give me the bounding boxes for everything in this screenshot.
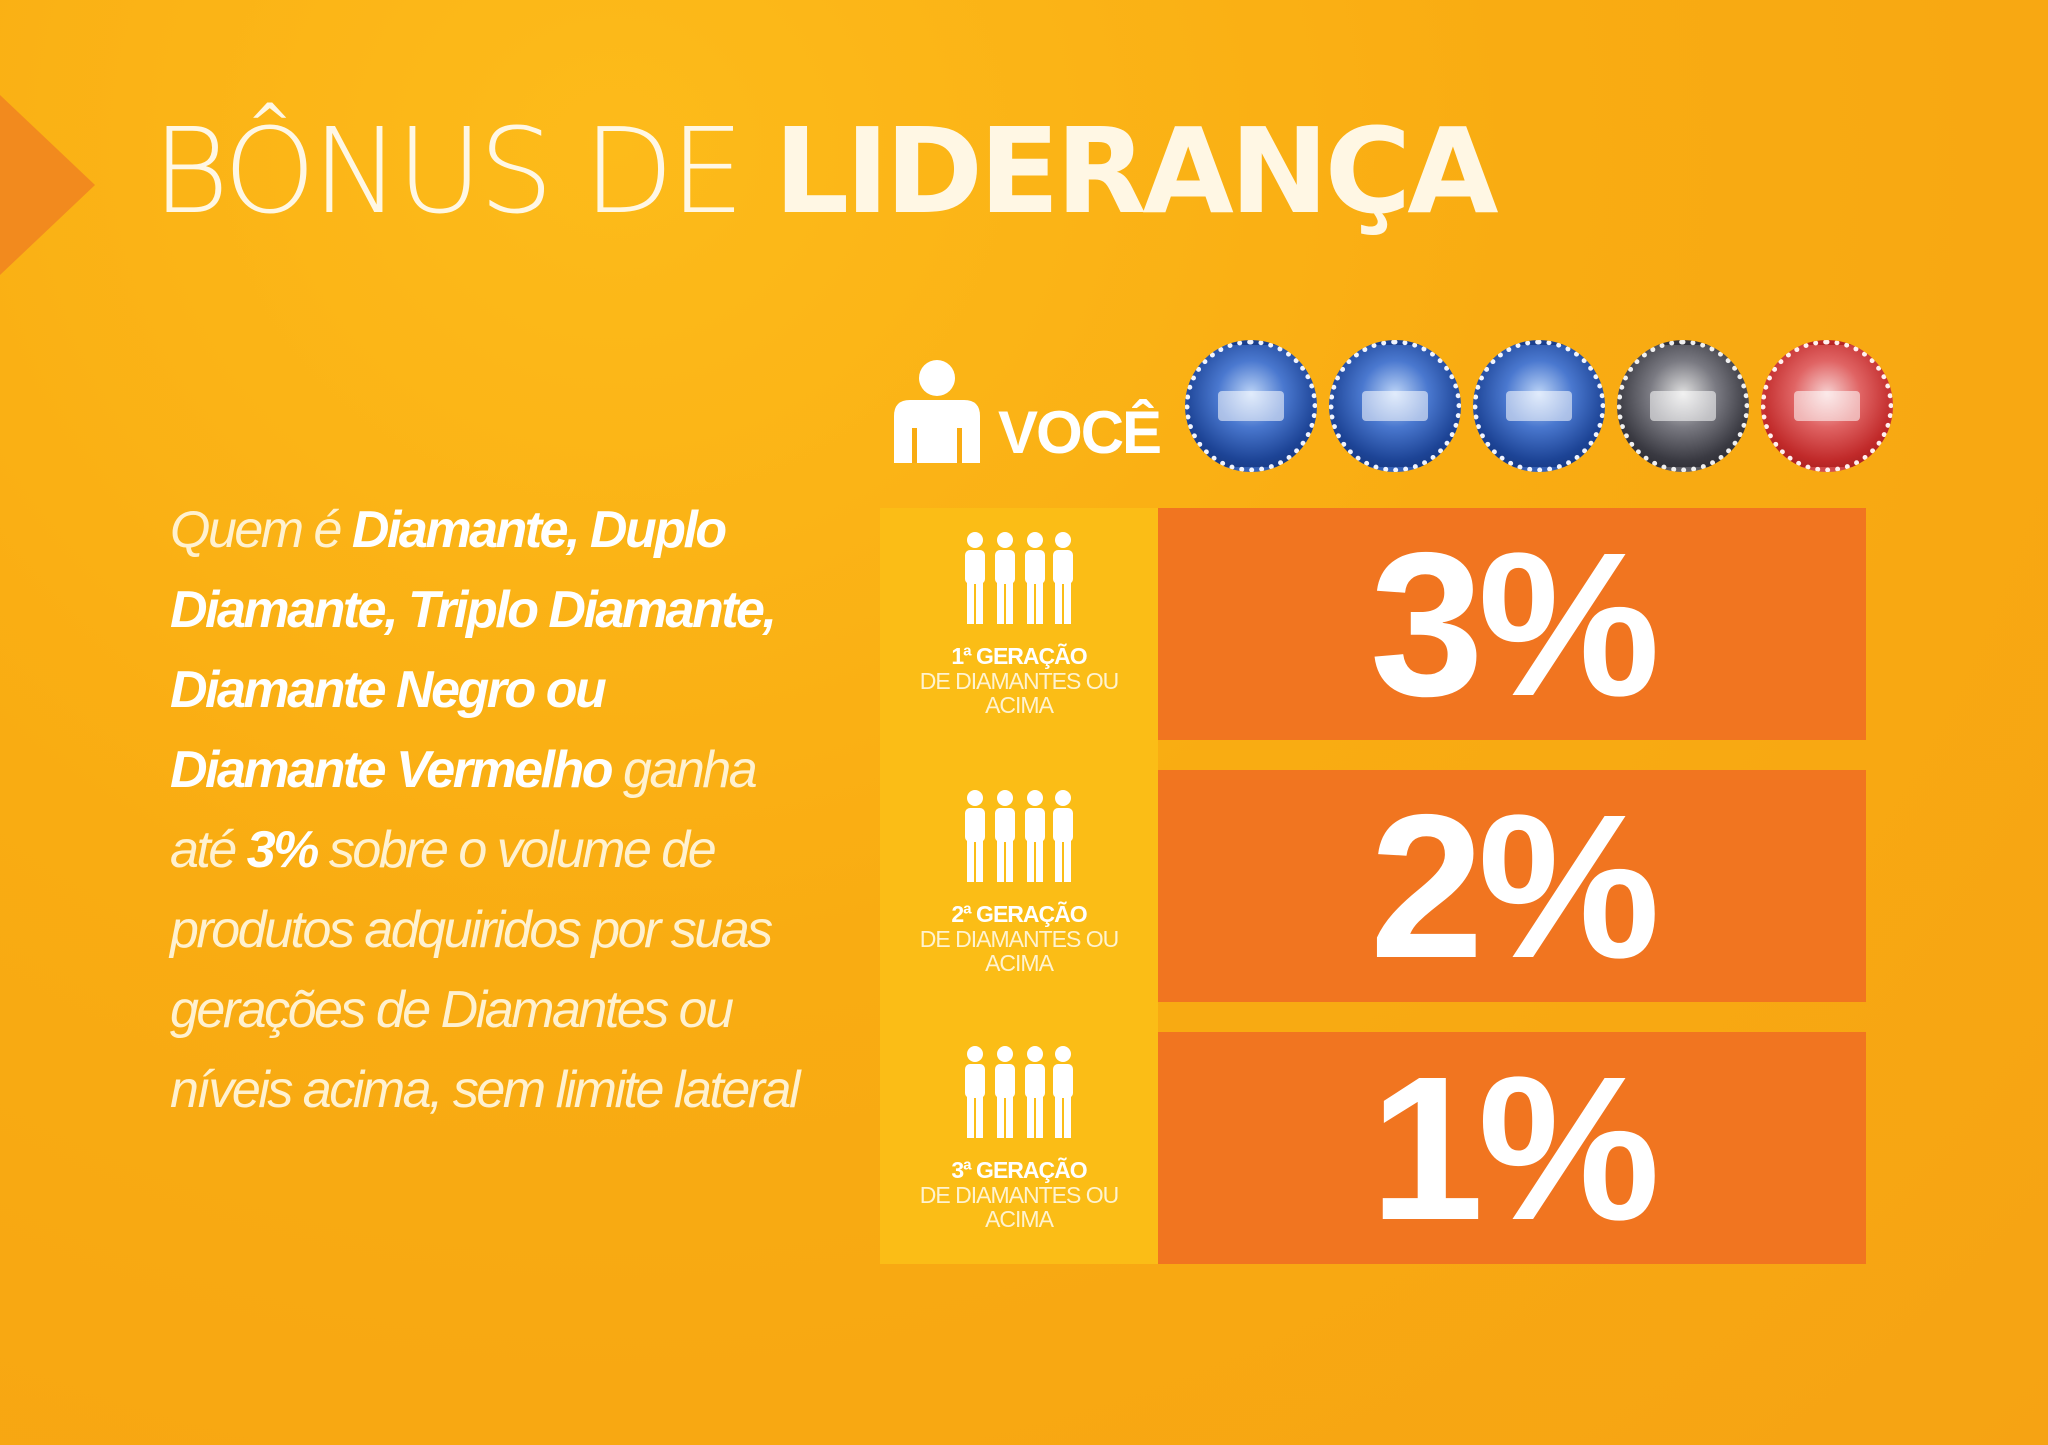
generation-3-percent-block: 1% bbox=[1158, 1032, 1866, 1264]
title-bold: LIDERANÇA bbox=[774, 102, 1499, 240]
bonus-description: Quem é Diamante, Duplo Diamante, Triplo … bbox=[170, 490, 810, 1130]
people-group-icon bbox=[965, 790, 1073, 882]
red-diamond-pin-icon bbox=[1761, 340, 1893, 472]
badge-center bbox=[1506, 391, 1572, 421]
generation-subtitle: DE DIAMANTES OU ACIMA bbox=[919, 1182, 1119, 1232]
black-diamond-pin-icon bbox=[1617, 340, 1749, 472]
you-label: VOCÊ bbox=[998, 399, 1162, 466]
generation-labels-column: 1ª GERAÇÃO DE DIAMANTES OU ACIMA 2ª GERA… bbox=[880, 508, 1158, 1264]
badge-center bbox=[1794, 391, 1860, 421]
generation-ordinal: 3ª GERAÇÃO bbox=[951, 1157, 1087, 1183]
percent-value: 1% bbox=[1369, 1033, 1660, 1263]
percent-value: 3% bbox=[1369, 509, 1660, 739]
generation-2-percent-block: 2% bbox=[1158, 770, 1866, 1002]
people-group-icon bbox=[965, 1046, 1073, 1138]
percent-value: 2% bbox=[1369, 771, 1660, 1001]
rank-badges bbox=[1185, 340, 1905, 472]
desc-max-percent: 3% bbox=[246, 821, 320, 879]
generation-ordinal: 2ª GERAÇÃO bbox=[951, 901, 1087, 927]
decorative-arrow bbox=[0, 95, 95, 275]
title-light: BÔNUS DE bbox=[152, 102, 775, 240]
badge-center bbox=[1218, 391, 1284, 421]
you-header: VOCÊ bbox=[888, 358, 1162, 466]
people-group-icon bbox=[965, 532, 1073, 624]
generation-subtitle: DE DIAMANTES OU ACIMA bbox=[919, 926, 1119, 976]
generation-1-percent-block: 3% bbox=[1158, 508, 1866, 740]
page-title: BÔNUS DE LIDERANÇA bbox=[152, 112, 1499, 230]
generation-3-label: 3ª GERAÇÃO DE DIAMANTES OU ACIMA bbox=[880, 1022, 1158, 1252]
person-icon bbox=[894, 360, 980, 463]
generation-ordinal: 1ª GERAÇÃO bbox=[951, 643, 1087, 669]
desc-text-1: Quem é bbox=[170, 501, 352, 559]
desc-text-2: ganha até bbox=[170, 741, 758, 879]
badge-center bbox=[1362, 391, 1428, 421]
diamond-pin-icon bbox=[1185, 340, 1317, 472]
generation-2-label: 2ª GERAÇÃO DE DIAMANTES OU ACIMA bbox=[880, 766, 1158, 996]
double-diamond-pin-icon bbox=[1329, 340, 1461, 472]
triple-diamond-pin-icon bbox=[1473, 340, 1605, 472]
desc-text-3: sobre o volume de produtos adquiridos po… bbox=[170, 821, 801, 1119]
desc-ranks: Diamante, Duplo Diamante, Triplo Diamant… bbox=[170, 501, 777, 799]
generation-subtitle: DE DIAMANTES OU ACIMA bbox=[919, 668, 1119, 718]
generation-1-label: 1ª GERAÇÃO DE DIAMANTES OU ACIMA bbox=[880, 508, 1158, 738]
badge-center bbox=[1650, 391, 1716, 421]
